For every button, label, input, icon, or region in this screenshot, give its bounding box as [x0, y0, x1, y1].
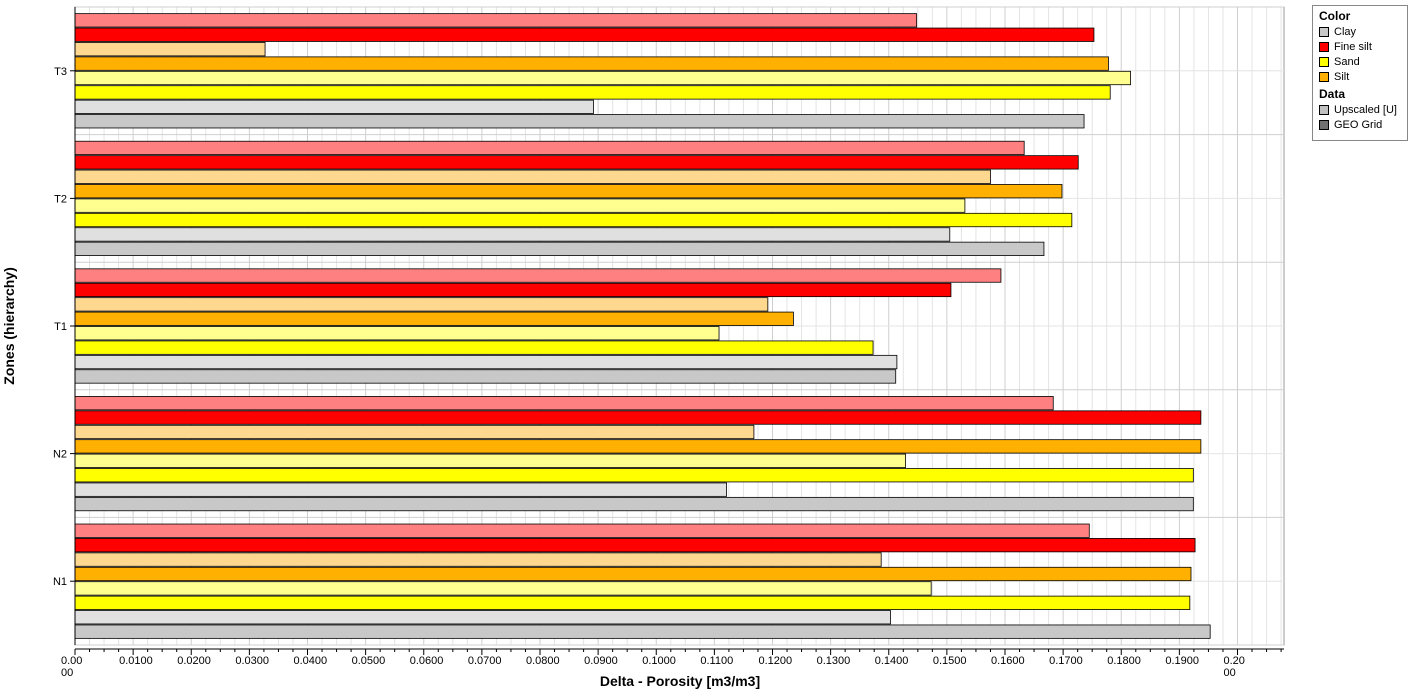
x-tick-label: 0.1100 [700, 655, 733, 667]
x-tick-label: 0.1200 [759, 655, 793, 667]
x-tick-label: 0.0500 [352, 655, 386, 667]
bar-n1-sand-geo-grid [74, 595, 1191, 610]
legend-item-data: Upscaled [U] [1317, 102, 1403, 117]
bar-n1-fine-silt-upscaled [74, 523, 1090, 538]
bar-n2-silt-geo-grid [74, 439, 1202, 454]
legend-label: Upscaled [U] [1334, 103, 1397, 116]
bars [74, 13, 1211, 639]
bar-t2-silt-upscaled [74, 169, 991, 184]
legend-color-items: Clay Fine silt Sand Silt [1317, 24, 1403, 84]
bar-t1-fine-silt-upscaled [74, 268, 1002, 283]
legend-label: Silt [1334, 70, 1350, 83]
legend-swatch [1319, 41, 1329, 52]
bar-t1-fine-silt-geo-grid [74, 282, 952, 298]
bar-t2-fine-silt-upscaled [74, 140, 1025, 156]
bar-n2-clay-geo-grid [74, 496, 1194, 512]
tick-labels: T3 T2 T1 N2 N1 0.00 00 0.0100 0.0200 0.0300 0.0400… [53, 66, 1245, 679]
x-tick-label: 0.1000 [642, 655, 676, 667]
bar-n1-clay-upscaled [74, 610, 891, 625]
legend-color-title: Color [1319, 9, 1351, 23]
bar-t3-clay-geo-grid [74, 114, 1085, 129]
x-tick-label: 0.00 00 [61, 655, 82, 679]
legend-item-color: Sand [1317, 54, 1403, 69]
x-tick-label: 0.1800 [1107, 655, 1141, 667]
legend-data-title: Data [1319, 87, 1346, 101]
legend-item-color: Clay [1317, 24, 1403, 39]
legend-swatch [1319, 56, 1329, 67]
bar-n1-clay-geo-grid [74, 624, 1211, 639]
bar-n2-clay-upscaled [74, 482, 727, 497]
bar-t1-clay-upscaled [74, 354, 898, 370]
bar-n1-sand-upscaled [74, 581, 932, 596]
bar-t3-sand-geo-grid [74, 85, 1111, 100]
x-tick-label: 0.1900 [1165, 655, 1199, 667]
axes [70, 7, 1284, 655]
x-tick-label: 0.0200 [177, 655, 211, 667]
x-tick-label: 0.1600 [991, 655, 1025, 667]
y-tick-label: T3 [54, 66, 67, 78]
bar-t1-sand-upscaled [74, 326, 720, 341]
x-tick-label: 0.1500 [933, 655, 967, 667]
x-tick-label: 0.1300 [817, 655, 851, 667]
y-tick-label: T1 [54, 321, 67, 333]
legend-swatch [1319, 104, 1329, 115]
bar-n1-fine-silt-geo-grid [74, 538, 1196, 553]
x-tick-label: 0.0700 [468, 655, 502, 667]
x-tick-label: 0.1400 [875, 655, 909, 667]
bar-t3-fine-silt-geo-grid [74, 27, 1095, 42]
legend-item-color: Fine silt [1317, 39, 1403, 54]
bar-t2-clay-upscaled [74, 227, 951, 242]
y-axis-title: Zones (hierarchy) [1, 267, 17, 384]
bar-n2-silt-upscaled [74, 424, 755, 440]
bar-n2-fine-silt-upscaled [74, 396, 1054, 411]
bar-t2-sand-upscaled [74, 198, 966, 213]
bar-t1-sand-geo-grid [74, 340, 874, 355]
bar-t3-silt-upscaled [74, 42, 266, 57]
legend-item-data: GEO Grid [1317, 117, 1403, 132]
bar-t1-silt-geo-grid [74, 311, 794, 326]
x-axis-title: Delta - Porosity [m3/m3] [600, 673, 760, 689]
legend-data-items: Upscaled [U] GEO Grid [1317, 102, 1403, 132]
x-tick-label: 0.0100 [119, 655, 153, 667]
y-tick-label: T2 [54, 193, 67, 205]
legend-swatch [1319, 71, 1329, 82]
x-tick-label: 0.0300 [235, 655, 269, 667]
bar-n2-sand-upscaled [74, 453, 907, 468]
y-tick-label: N2 [53, 449, 67, 461]
legend: Color Clay Fine silt Sand Silt Data Upscale… [1312, 5, 1408, 141]
bar-t3-fine-silt-upscaled [74, 13, 918, 28]
bar-n1-silt-geo-grid [74, 566, 1192, 582]
bar-t2-sand-geo-grid [74, 212, 1073, 228]
x-tick-label: 0.0400 [294, 655, 328, 667]
legend-label: Sand [1334, 55, 1360, 68]
legend-swatch [1319, 26, 1329, 37]
legend-swatch [1319, 119, 1329, 130]
legend-label: Fine silt [1334, 40, 1372, 53]
legend-label: Clay [1334, 25, 1357, 38]
legend-item-color: Silt [1317, 69, 1403, 84]
bar-t1-silt-upscaled [74, 297, 769, 312]
y-tick-label: N1 [53, 576, 67, 588]
x-tick-label: 0.0800 [526, 655, 560, 667]
x-tick-label: 0.0900 [584, 655, 618, 667]
bar-t3-sand-upscaled [74, 70, 1131, 86]
x-tick-label: 0.20 00 [1224, 655, 1245, 679]
bar-n1-silt-upscaled [74, 552, 882, 567]
legend-label: GEO Grid [1334, 118, 1383, 131]
bar-n2-sand-geo-grid [74, 468, 1194, 483]
bar-t2-fine-silt-geo-grid [74, 155, 1079, 170]
x-tick-label: 0.1700 [1049, 655, 1083, 667]
bar-t3-clay-upscaled [74, 99, 594, 114]
bar-t2-silt-geo-grid [74, 184, 1063, 199]
x-tick-label: 0.0600 [410, 655, 444, 667]
bar-t1-clay-geo-grid [74, 369, 897, 384]
bar-t3-silt-geo-grid [74, 56, 1109, 71]
bar-n2-fine-silt-geo-grid [74, 410, 1202, 425]
bar-t2-clay-geo-grid [74, 241, 1045, 256]
